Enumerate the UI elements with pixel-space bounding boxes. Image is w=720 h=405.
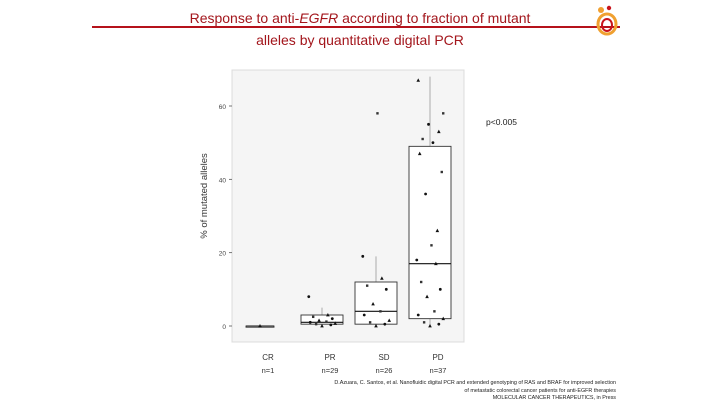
data-point	[430, 244, 433, 247]
data-point	[308, 320, 312, 324]
data-point	[431, 141, 435, 145]
x-tick-label: PD	[432, 353, 443, 362]
data-point	[307, 295, 311, 299]
citation-line: MOLECULAR CANCER THERAPEUTICS, in Press	[492, 395, 616, 402]
y-tick-label: 40	[219, 177, 227, 184]
sample-count: n=1	[262, 366, 275, 375]
data-point	[320, 324, 324, 328]
data-point	[379, 310, 382, 313]
data-point	[415, 258, 419, 262]
data-point	[368, 321, 372, 324]
sample-count: n=26	[376, 366, 393, 375]
logo-icon	[596, 5, 618, 36]
data-point	[371, 302, 375, 306]
data-point	[361, 254, 365, 258]
data-point	[416, 78, 421, 82]
data-point	[314, 322, 318, 326]
y-tick-label: 20	[219, 251, 227, 258]
data-point	[329, 323, 333, 327]
data-point	[419, 280, 423, 284]
sample-count: n=29	[322, 366, 339, 375]
x-tick-label: SD	[378, 353, 389, 362]
data-point	[438, 287, 442, 291]
data-point	[333, 321, 338, 325]
data-point	[442, 112, 445, 115]
y-axis-label: % of mutated alleles	[199, 153, 210, 239]
citation-line: of metastatic colorectal cancer patients…	[464, 387, 616, 394]
data-point	[362, 313, 366, 317]
p-value-annotation: p<0.005	[486, 117, 517, 127]
data-point	[428, 324, 432, 328]
data-point	[384, 287, 388, 291]
data-point	[326, 313, 330, 317]
data-point	[330, 317, 334, 321]
sample-count: n=37	[430, 366, 447, 375]
x-tick-label: CR	[262, 353, 274, 362]
citation: D.Azuara, C. Santos, et al. Nanofluidic …	[334, 380, 616, 403]
data-point	[387, 318, 392, 322]
data-point	[376, 112, 379, 115]
box-sd	[354, 281, 398, 325]
data-point	[421, 137, 424, 141]
data-point	[440, 170, 443, 174]
data-point	[425, 294, 429, 299]
data-point	[325, 320, 328, 323]
data-point	[427, 122, 430, 126]
data-point	[434, 261, 438, 266]
title-divider	[92, 26, 620, 28]
x-tick-label: PR	[324, 353, 335, 362]
data-point	[365, 284, 369, 287]
data-point	[417, 151, 422, 156]
slide-title-line-2: alleles by quantitative digital PCR	[256, 32, 464, 48]
slide-title-line-1: Response to anti-EGFR according to fract…	[189, 10, 531, 26]
y-tick-label: 60	[219, 104, 227, 111]
data-point	[424, 192, 427, 196]
data-point	[437, 322, 441, 326]
data-point	[416, 313, 420, 317]
data-point	[317, 318, 321, 322]
data-point	[422, 321, 426, 324]
box-pd	[408, 145, 452, 320]
data-point	[433, 310, 436, 313]
data-point	[437, 129, 441, 134]
data-point	[258, 324, 262, 328]
data-point	[374, 324, 378, 328]
data-point	[380, 276, 384, 280]
y-tick-label: 0	[222, 324, 226, 331]
data-point	[435, 228, 440, 233]
data-point	[311, 315, 315, 319]
citation-line: D.Azuara, C. Santos, et al. Nanofluidic …	[334, 380, 616, 386]
data-point	[441, 316, 446, 321]
data-point	[383, 322, 387, 326]
